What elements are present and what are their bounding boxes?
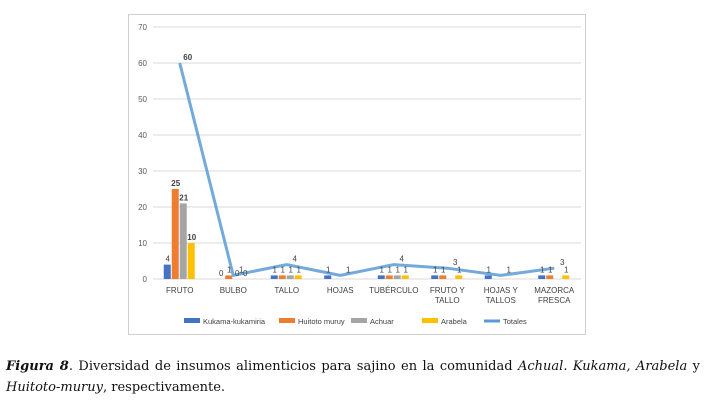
data-label: 1	[273, 265, 278, 274]
bar	[455, 275, 463, 279]
data-label: 0	[235, 269, 240, 278]
caption-text-1: . Diversidad de insumos alimenticios par…	[68, 359, 518, 374]
data-label: 1	[388, 265, 393, 274]
y-tick-label: 70	[138, 23, 147, 32]
data-label: 1	[540, 265, 545, 274]
data-label: 1	[457, 265, 462, 274]
data-label: 1	[281, 265, 286, 274]
x-tick-label: TALLO	[274, 286, 299, 295]
data-label: 1	[346, 265, 351, 274]
x-tick-label: TALLO	[435, 296, 460, 305]
x-tick-label: BULBO	[220, 286, 247, 295]
data-label: 1	[507, 265, 512, 274]
data-label: 1	[404, 265, 409, 274]
data-label: 1	[433, 265, 438, 274]
data-label: 4	[166, 255, 171, 264]
x-tick-label: HOJAS	[327, 286, 354, 295]
legend-swatch	[184, 318, 200, 323]
caption-label: Figura 8	[6, 359, 69, 374]
chart-frame: 0 10 20 30 40 50 60 70 4 25 21 10 60 0 1 0 0 1 1 1 1 1 4 1 1 1 1 1 1…	[128, 14, 586, 335]
x-tick-label: FRUTO	[166, 286, 193, 295]
legend-label: Kukama-kukamiria	[203, 317, 266, 326]
caption-text-2: y	[687, 359, 700, 374]
x-tick-label: FRESCA	[538, 296, 571, 305]
x-tick-label: TUBÉRCULO	[369, 286, 418, 295]
y-tick-label: 30	[138, 167, 147, 176]
bar	[562, 275, 570, 279]
data-label: 1	[289, 265, 294, 274]
caption-italic-2: Huitoto-muruy	[6, 380, 103, 395]
y-tick-label: 40	[138, 131, 147, 140]
bar	[163, 264, 171, 279]
bar	[294, 275, 302, 279]
bar	[278, 275, 286, 279]
bar	[171, 189, 179, 279]
x-tick-label: TALLOS	[486, 296, 516, 305]
legend-swatch	[279, 318, 295, 323]
data-label: 25	[171, 179, 180, 188]
y-tick-label: 20	[138, 203, 147, 212]
series-line-totales	[178, 62, 555, 277]
y-tick-label: 10	[138, 239, 147, 248]
data-label: 1	[548, 265, 553, 274]
y-tick-label: 50	[138, 95, 147, 104]
bar	[385, 275, 393, 279]
data-label: 1	[487, 265, 492, 274]
legend-label: Achuar	[370, 317, 394, 326]
bar	[439, 275, 447, 279]
data-label: 1	[380, 265, 385, 274]
data-label: 60	[183, 53, 192, 62]
bar	[484, 275, 492, 279]
bar	[401, 275, 409, 279]
bar	[324, 275, 332, 279]
data-label: 1	[239, 265, 244, 274]
y-tick-label: 60	[138, 59, 147, 68]
bar	[377, 275, 385, 279]
data-label: 1	[396, 265, 401, 274]
bar	[538, 275, 546, 279]
bar	[179, 203, 187, 279]
caption-text-3: , respectivamente.	[103, 380, 226, 395]
data-label: 0	[243, 269, 248, 278]
data-label: 1	[297, 265, 302, 274]
bar	[187, 243, 195, 279]
legend-swatch	[351, 318, 367, 323]
legend-label: Arabela	[441, 317, 468, 326]
legend-label: Totales	[503, 317, 527, 326]
data-label: 10	[187, 233, 196, 242]
figure-caption: Figura 8. Diversidad de insumos alimenti…	[6, 356, 700, 398]
bar	[431, 275, 439, 279]
data-label: 0	[219, 269, 224, 278]
caption-italic-1: Achual. Kukama, Arabela	[518, 359, 688, 374]
data-label: 1	[564, 265, 569, 274]
data-label: 1	[326, 265, 331, 274]
data-label: 4	[293, 255, 298, 264]
data-label: 3	[560, 258, 565, 267]
y-tick-label: 0	[143, 275, 148, 284]
data-label: 1	[441, 265, 446, 274]
x-tick-label: HOJAS Y	[484, 286, 519, 295]
x-tick-label: FRUTO Y	[430, 286, 465, 295]
data-label: 4	[400, 255, 405, 264]
bar	[286, 275, 294, 279]
data-label: 21	[179, 193, 188, 202]
legend-swatch	[422, 318, 438, 323]
bar	[546, 275, 554, 279]
data-label: 3	[453, 258, 458, 267]
x-tick-label: MAZORCA	[534, 286, 575, 295]
legend-label: Huitoto muruy	[298, 317, 345, 326]
bar	[270, 275, 278, 279]
bar	[225, 275, 233, 279]
bar	[393, 275, 401, 279]
data-label: 1	[227, 265, 232, 274]
